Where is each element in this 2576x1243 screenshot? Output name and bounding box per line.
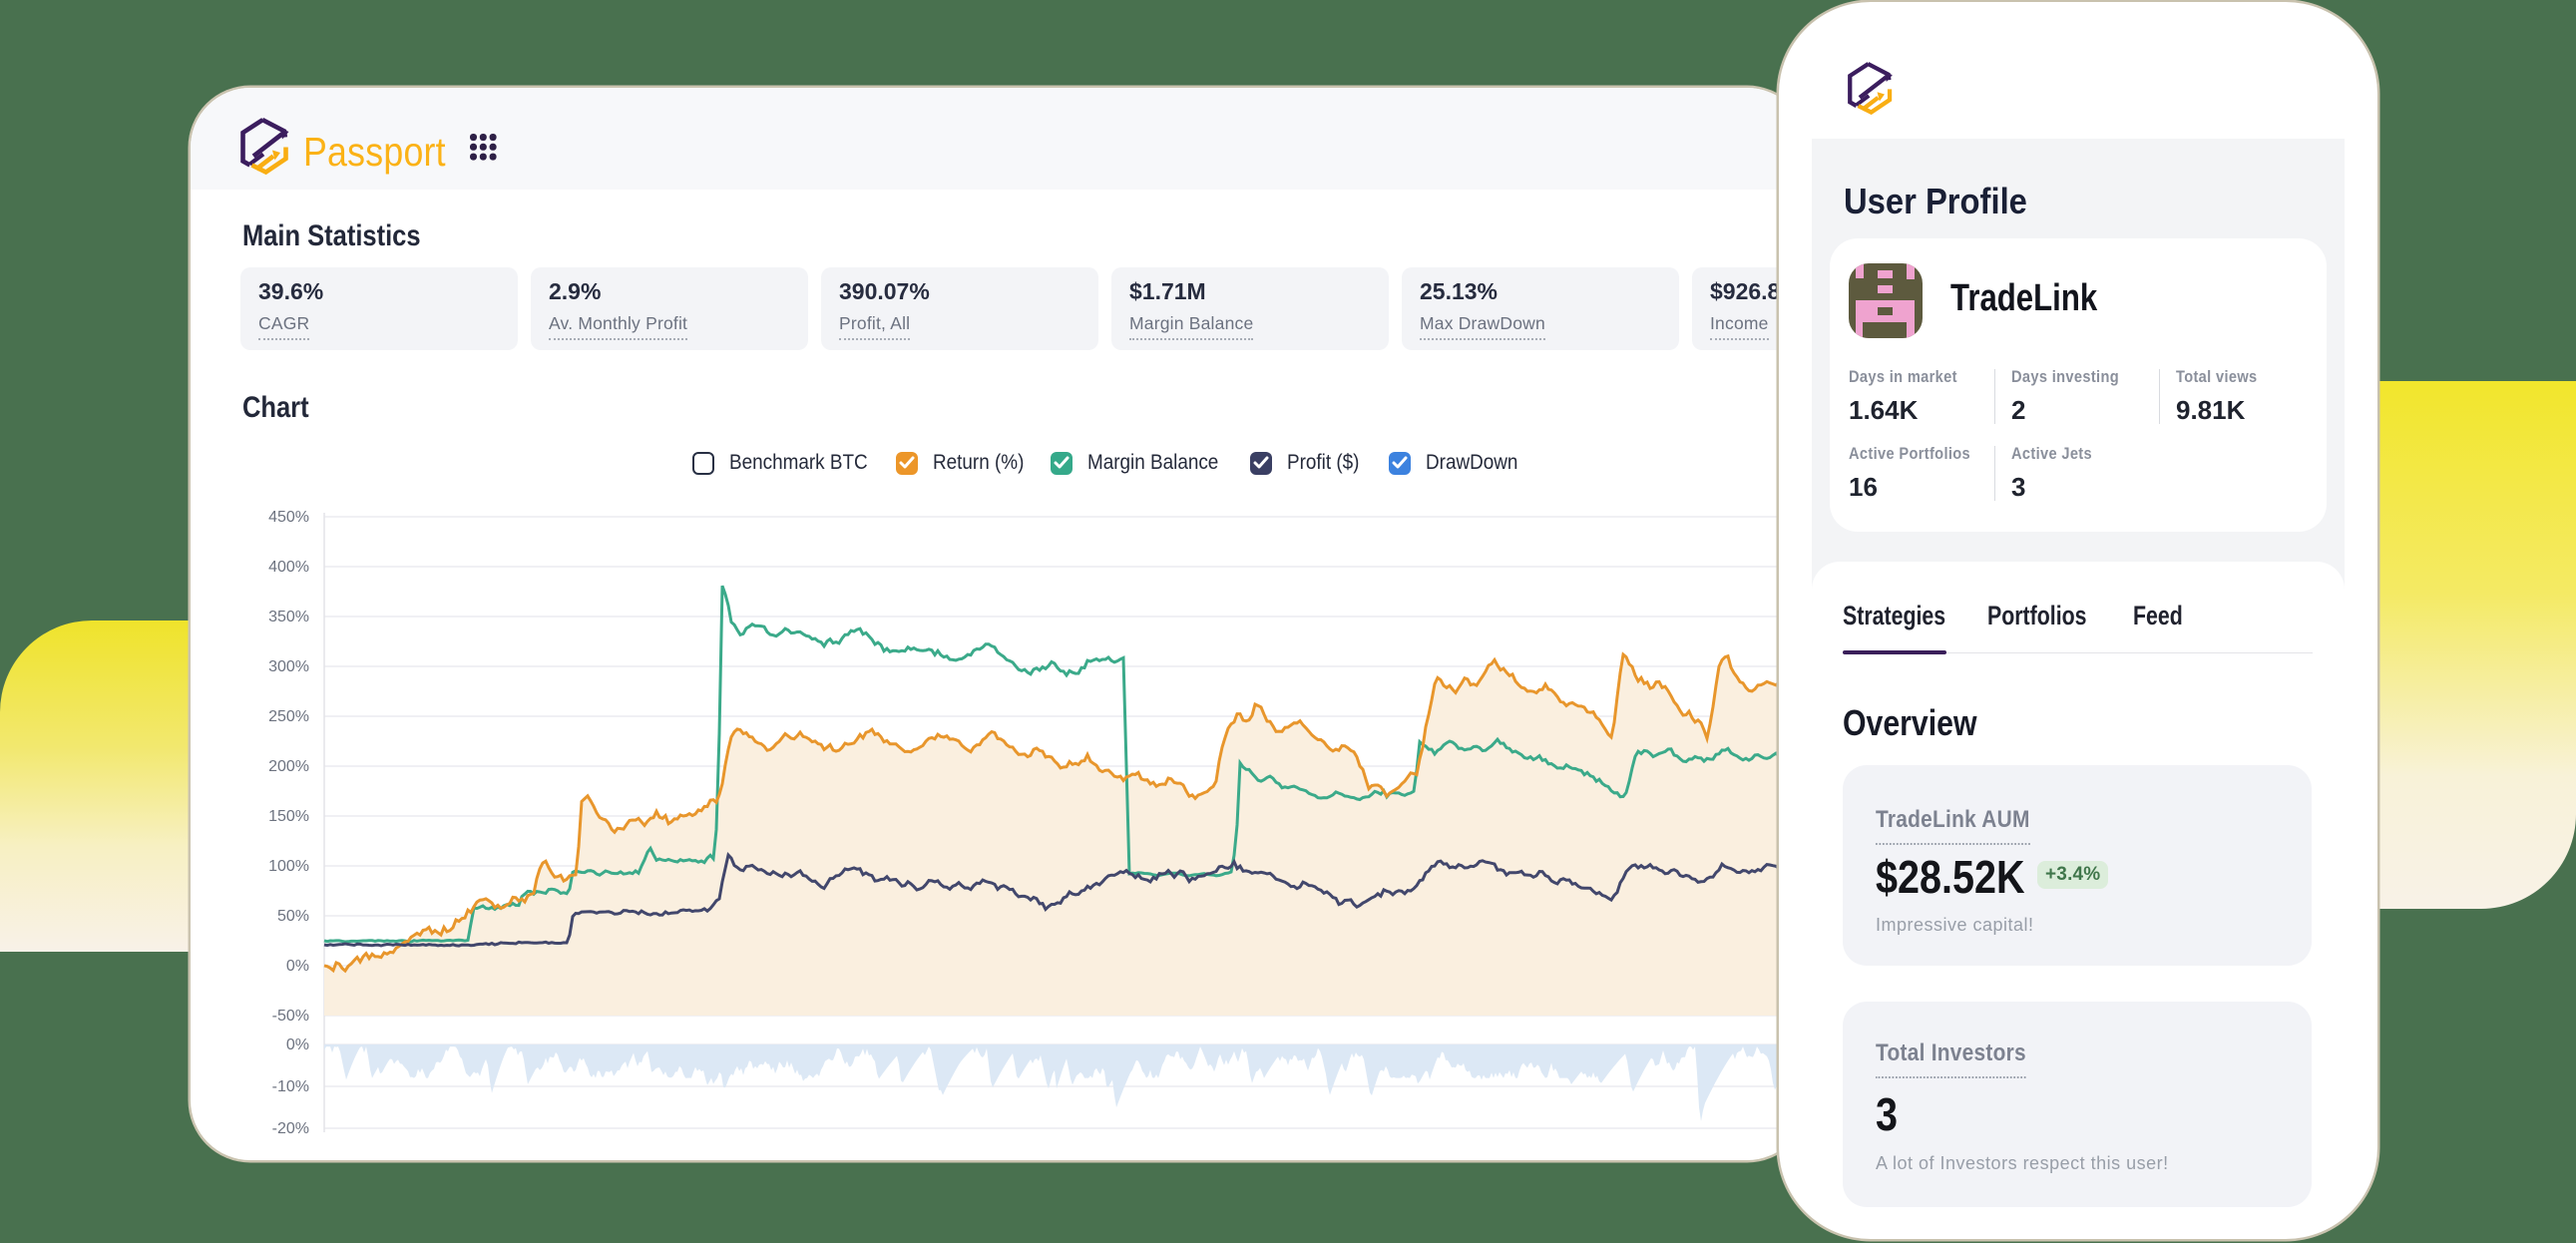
- svg-text:-10%: -10%: [272, 1078, 309, 1095]
- svg-text:250%: 250%: [268, 708, 309, 725]
- svg-text:300%: 300%: [268, 658, 309, 675]
- svg-text:100%: 100%: [268, 858, 309, 875]
- svg-text:-20%: -20%: [272, 1120, 309, 1137]
- svg-text:400%: 400%: [268, 559, 309, 576]
- svg-text:350%: 350%: [268, 609, 309, 625]
- svg-text:0%: 0%: [286, 958, 309, 975]
- svg-text:-50%: -50%: [272, 1008, 309, 1025]
- svg-text:150%: 150%: [268, 808, 309, 825]
- svg-text:200%: 200%: [268, 758, 309, 775]
- svg-text:0%: 0%: [286, 1036, 309, 1053]
- svg-text:450%: 450%: [268, 509, 309, 526]
- svg-text:50%: 50%: [277, 908, 309, 925]
